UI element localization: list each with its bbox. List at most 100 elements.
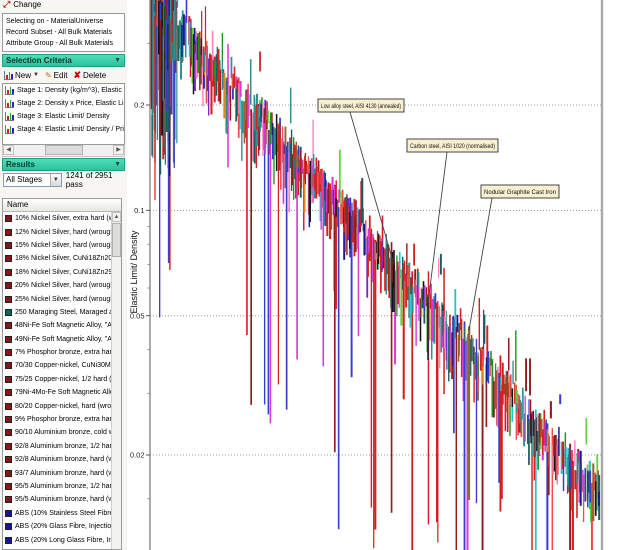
material-color-swatch <box>5 295 12 303</box>
results-vertical-scrollbar[interactable]: ▲ <box>111 212 121 549</box>
material-color-swatch <box>5 308 12 316</box>
material-color-swatch <box>5 268 12 276</box>
list-item[interactable]: ABS (10% Stainless Steel Fibre) <box>3 507 111 520</box>
edit-stage-button[interactable]: ✎ Edit <box>45 71 68 80</box>
stage-item[interactable]: Stage 4: Elastic Limit/ Density / Price <box>3 123 124 136</box>
material-color-swatch <box>5 416 12 424</box>
stage-item[interactable]: Stage 3: Elastic Limit/ Density <box>3 110 124 123</box>
material-name: 80/20 Copper-nickel, hard (wroug... <box>15 402 111 410</box>
name-column-header[interactable]: Name <box>3 199 121 212</box>
elastic-limit-density-chart[interactable]: 0.2 0.1 0.05 0.02 Elastic Limit/ Density Low … <box>127 0 640 550</box>
stage-filter-dropdown[interactable]: All Stages ▼ <box>3 172 62 187</box>
list-item[interactable]: 48Ni-Fe Soft Magnetic Alloy, "Alloy... <box>3 319 111 332</box>
chevron-down-icon[interactable]: ▼ <box>114 161 121 168</box>
material-name: ABS (10% Stainless Steel Fibre) <box>15 509 111 517</box>
new-stage-button[interactable]: New ▼ <box>4 70 39 80</box>
list-item[interactable]: 15% Nickel Silver, hard (wrought) ... <box>3 239 111 252</box>
list-item[interactable]: 18% Nickel Silver, CuNi18Zn29, ha... <box>3 266 111 279</box>
y-tick-label: 0.1 <box>134 206 144 215</box>
stage-item[interactable]: Stage 2: Density x Price, Elastic Limit … <box>3 97 124 110</box>
results-filter-row: All Stages ▼ 1241 of 2951 pass <box>0 171 127 189</box>
list-item[interactable]: 92/8 Aluminium bronze, hard (wro... <box>3 453 111 466</box>
list-item[interactable]: 95/5 Aluminium bronze, hard (wro... <box>3 493 111 506</box>
annotation-label[interactable]: Nodular Graphite Cast Iron <box>484 189 556 196</box>
scroll-left-arrow-icon[interactable]: ◀ <box>3 145 14 155</box>
stages-horizontal-scrollbar[interactable]: ◀ ▶ <box>2 145 125 157</box>
list-item[interactable]: 7% Phosphor bronze, extra hard (... <box>3 346 111 359</box>
material-name: 18% Nickel Silver, CuNi18Zn29, ha... <box>15 268 111 276</box>
list-item[interactable]: 20% Nickel Silver, hard (wrought) <box>3 279 111 292</box>
results-title: Results <box>6 160 35 169</box>
edit-button-label: Edit <box>53 70 68 80</box>
results-list: Name 10% Nickel Silver, extra hard (wro.… <box>2 198 122 550</box>
stage-item[interactable]: Stage 1: Density (kg/m^3), Elastic Limit… <box>3 84 124 97</box>
chevron-down-icon[interactable]: ▼ <box>49 173 61 186</box>
selection-panel: ⤢ Change Selecting on - MaterialUniverse… <box>0 0 127 550</box>
delete-button-label: Delete <box>83 70 107 80</box>
list-item[interactable]: 92/8 Aluminium bronze, 1/2 hard (... <box>3 440 111 453</box>
y-tick-label: 0.05 <box>130 311 145 320</box>
material-color-swatch <box>5 496 12 504</box>
delete-stage-button[interactable]: ✘ Delete <box>73 70 106 81</box>
change-button-label: Change <box>13 0 42 9</box>
annotation-box[interactable] <box>406 138 499 153</box>
material-color-swatch <box>5 335 12 343</box>
scrollbar-thumb[interactable] <box>112 223 121 257</box>
list-item[interactable]: 18% Nickel Silver, CuNi18Zn20, ha... <box>3 252 111 265</box>
list-item[interactable]: 49Ni-Fe Soft Magnetic Alloy, "Alloy... <box>3 333 111 346</box>
list-item[interactable]: 80/20 Copper-nickel, hard (wroug... <box>3 399 111 412</box>
chevron-down-icon[interactable]: ▼ <box>33 72 39 78</box>
list-item[interactable]: ABS (20% Long Glass Fibre, Inject... <box>3 533 111 546</box>
list-item[interactable]: ABS (20% Glass Fibre, Injection M... <box>3 520 111 533</box>
scroll-up-arrow-icon[interactable]: ▲ <box>112 212 121 222</box>
pencil-icon: ✎ <box>44 70 52 80</box>
material-bars <box>150 0 601 550</box>
record-subset-line: Record Subset - All Bulk Materials <box>6 29 112 36</box>
list-item[interactable]: 70/30 Copper-nickel, CuNi30Mn2F... <box>3 359 111 372</box>
chevron-down-icon[interactable]: ▼ <box>114 57 121 64</box>
material-color-swatch <box>5 402 12 410</box>
list-item[interactable]: 93/7 Aluminium bronze, hard (wro... <box>3 466 111 479</box>
material-name: ABS (20% Glass Fibre, Injection M... <box>15 523 111 531</box>
list-item[interactable]: 9% Phosphor bronze, extra hard (... <box>3 413 111 426</box>
material-name: 10% Nickel Silver, extra hard (wro... <box>15 215 111 223</box>
change-button[interactable]: ⤢ Change <box>0 0 127 11</box>
stage-chart-icon <box>5 99 15 108</box>
material-name: ABS (20% Long Glass Fibre, Inject... <box>15 536 111 544</box>
material-name: 95/5 Aluminium bronze, hard (wro... <box>15 496 111 504</box>
annotation-label[interactable]: Carbon steel, AISI 1020 (normalised) <box>410 143 495 150</box>
annotation-box[interactable] <box>480 184 560 199</box>
selection-criteria-header[interactable]: Selection Criteria ▼ <box>2 54 125 67</box>
list-item[interactable]: 10% Nickel Silver, extra hard (wro... <box>3 212 111 225</box>
list-item[interactable]: 75/25 Copper-nickel, 1/2 hard (wr... <box>3 373 111 386</box>
material-color-swatch <box>5 362 12 370</box>
material-color-swatch <box>5 228 12 236</box>
material-name: 75/25 Copper-nickel, 1/2 hard (wr... <box>15 375 111 383</box>
material-color-swatch <box>5 255 12 263</box>
material-color-swatch <box>5 523 12 531</box>
stage-label: Stage 2: Density x Price, Elastic Limit … <box>17 100 124 107</box>
list-item[interactable]: 12% Nickel Silver, hard (wrought) ... <box>3 225 111 238</box>
list-item[interactable]: 95/5 Aluminium bronze, 1/2 hard (... <box>3 480 111 493</box>
material-name: 92/8 Aluminium bronze, hard (wro... <box>15 456 111 464</box>
material-name: 18% Nickel Silver, CuNi18Zn20, ha... <box>15 255 111 263</box>
material-name: 15% Nickel Silver, hard (wrought) ... <box>15 241 111 249</box>
annotations: Low alloy steel, AISI 4130 (annealed) Car… <box>317 98 560 331</box>
material-name: 92/8 Aluminium bronze, 1/2 hard (... <box>15 442 111 450</box>
annotation-box[interactable] <box>317 98 405 113</box>
list-item[interactable]: ABS (30% Glass Fibre, Injection M... <box>3 547 111 549</box>
list-item[interactable]: 250 Maraging Steel, Maraged at 9... <box>3 306 111 319</box>
list-item[interactable]: 79Ni-4Mo-Fe Soft Magnetic Alloy, ... <box>3 386 111 399</box>
material-color-swatch <box>5 215 12 223</box>
annotation-label[interactable]: Low alloy steel, AISI 4130 (annealed) <box>321 103 401 110</box>
stage-chart-icon <box>5 112 15 121</box>
list-item[interactable]: 25% Nickel Silver, hard (wrought) <box>3 292 111 305</box>
scrollbar-thumb[interactable] <box>45 145 83 155</box>
material-color-swatch <box>5 456 12 464</box>
scroll-right-arrow-icon[interactable]: ▶ <box>113 145 124 155</box>
material-name: 12% Nickel Silver, hard (wrought) ... <box>15 228 111 236</box>
list-item[interactable]: 90/10 Aluminium bronze, cold wkd... <box>3 426 111 439</box>
material-color-swatch <box>5 322 12 330</box>
results-header[interactable]: Results ▼ <box>2 158 125 171</box>
